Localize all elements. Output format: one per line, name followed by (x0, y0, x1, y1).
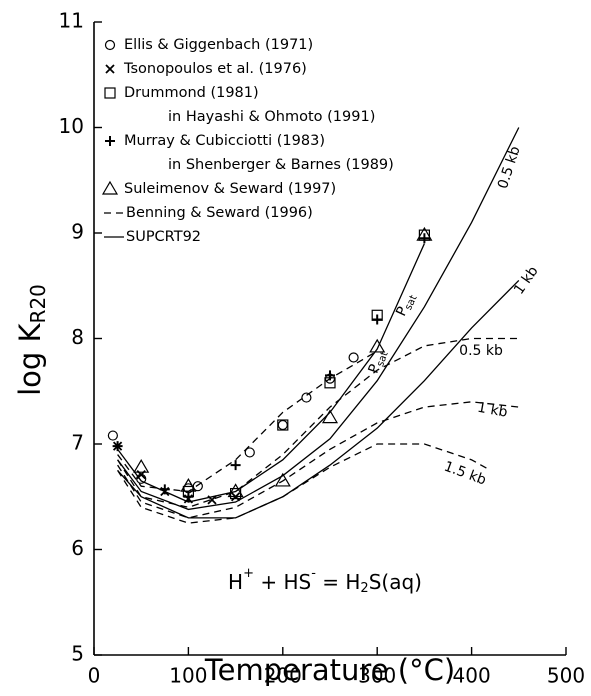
equation-part: + (243, 566, 254, 581)
curve-label: 1.5 kb (442, 459, 489, 489)
equation: H+ + HS- = H2S(aq) (228, 566, 422, 596)
curve-label: 0.5 kb (459, 343, 503, 359)
x-tick-label: 100 (169, 664, 207, 688)
curve (117, 350, 378, 493)
x-axis-label: Temperature (°C) (204, 653, 455, 687)
x-tick-label: 400 (453, 664, 491, 688)
legend-label: Benning & Seward (1996) (126, 205, 313, 221)
y-tick-label: 5 (71, 642, 84, 666)
marker-circle (244, 447, 255, 458)
curve-label-sub: sat (375, 350, 391, 368)
marker-triangle (369, 338, 386, 353)
equation-part: H (228, 570, 243, 594)
marker-triangle (274, 472, 291, 487)
y-tick-label: 11 (59, 9, 84, 33)
y-tick-label: 9 (71, 220, 84, 244)
legend-source: in Hayashi & Ohmoto (1991) (168, 109, 375, 125)
y-tick-label: 8 (71, 325, 84, 349)
marker-circle (104, 39, 116, 51)
curve (117, 443, 491, 524)
y-tick-label: 6 (71, 536, 84, 560)
x-tick-label: 500 (547, 664, 585, 688)
curve (117, 401, 519, 519)
x-tick-label: 0 (88, 664, 101, 688)
marker-triangle (133, 459, 150, 473)
x-tick-label: 200 (264, 664, 302, 688)
curve-label-text: 1.5 kb (442, 459, 489, 489)
legend-label: SUPCRT92 (126, 229, 201, 245)
marker-circle (301, 392, 312, 403)
marker-plus (419, 233, 430, 244)
equation-part: + HS (254, 570, 311, 594)
legend-source: in Shenberger & Barnes (1989) (168, 157, 394, 173)
curve (117, 243, 425, 503)
curve-label: 1 kb (511, 263, 542, 297)
curve (117, 127, 520, 511)
marker-circle (107, 430, 118, 441)
marker-square (277, 419, 289, 431)
equation-part: 2 (360, 581, 368, 596)
marker-plus (183, 491, 194, 502)
curve (117, 337, 519, 508)
x-tick-label: 300 (358, 664, 396, 688)
marker-square (104, 87, 116, 99)
legend-label: Ellis & Giggenbach (1971) (124, 37, 313, 53)
y-axis-label-sub: R20 (26, 284, 50, 323)
curve-label-sub: sat (403, 294, 419, 313)
marker-triangle (416, 226, 433, 241)
marker-plus (372, 314, 383, 325)
y-tick-label: 7 (71, 431, 84, 455)
marker-plus (230, 460, 241, 471)
curve-label-text: 0.5 kb (459, 343, 503, 359)
marker-plus (105, 136, 115, 146)
legend-label: Drummond (1981) (124, 85, 259, 101)
marker-circle (348, 352, 359, 363)
legend-label: Suleimenov & Seward (1997) (124, 181, 336, 197)
curve-label-text: 1 kb (511, 263, 542, 297)
marker-circle (277, 419, 288, 431)
curve (117, 280, 520, 519)
curve-label: 1 kb (476, 400, 509, 421)
curve-label: Psat (366, 348, 391, 377)
marker-cross (105, 64, 115, 74)
legend-label: Tsonopoulos et al. (1976) (123, 61, 307, 77)
y-axis-label: log KR20 (13, 284, 50, 396)
marker-triangle (227, 483, 244, 498)
y-tick-label: 10 (59, 114, 84, 138)
equation-part: - (311, 566, 316, 581)
equation-part: S(aq) (369, 570, 422, 594)
marker-triangle (101, 180, 119, 195)
equation-part: = H (316, 570, 361, 594)
curve-label-text: 1 kb (476, 400, 509, 421)
y-axis-label-text: log K (13, 322, 47, 395)
curve-label: Psat (393, 291, 419, 320)
legend-label: Murray & Cubicciotti (1983) (124, 133, 325, 149)
